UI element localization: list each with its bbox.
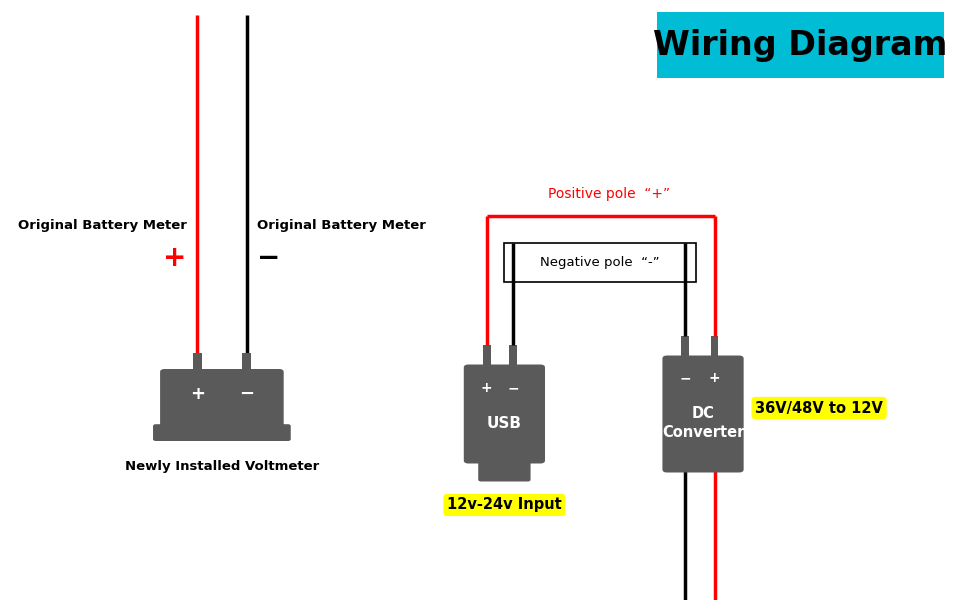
Bar	[509, 344, 516, 367]
Text: 36V/48V to 12V: 36V/48V to 12V	[754, 401, 882, 415]
Text: Positive pole  “+”: Positive pole “+”	[547, 187, 670, 201]
FancyBboxPatch shape	[656, 12, 943, 78]
Text: +: +	[190, 385, 204, 403]
FancyBboxPatch shape	[160, 369, 283, 429]
FancyBboxPatch shape	[662, 355, 743, 473]
Text: +: +	[481, 381, 492, 395]
FancyBboxPatch shape	[153, 424, 291, 441]
Text: −: −	[507, 381, 518, 395]
Text: Negative pole  “-”: Negative pole “-”	[540, 256, 659, 269]
Text: −: −	[257, 244, 280, 272]
Text: +: +	[708, 371, 720, 385]
Text: −: −	[679, 371, 691, 385]
Text: USB: USB	[486, 415, 521, 431]
FancyBboxPatch shape	[504, 243, 695, 282]
Bar	[193, 353, 202, 372]
Text: +: +	[163, 244, 186, 272]
Text: Original Battery Meter: Original Battery Meter	[257, 218, 425, 232]
Bar	[483, 344, 490, 367]
Bar	[680, 336, 689, 359]
Text: Wiring Diagram: Wiring Diagram	[653, 28, 947, 61]
Bar	[710, 336, 718, 359]
FancyBboxPatch shape	[463, 365, 545, 463]
Text: DC
Converter: DC Converter	[661, 406, 743, 440]
Text: Original Battery Meter: Original Battery Meter	[17, 218, 186, 232]
Text: −: −	[238, 385, 254, 403]
FancyBboxPatch shape	[478, 458, 530, 481]
Text: Newly Installed Voltmeter: Newly Installed Voltmeter	[125, 460, 319, 473]
Bar	[242, 353, 251, 372]
Text: 12v-24v Input: 12v-24v Input	[447, 497, 561, 512]
